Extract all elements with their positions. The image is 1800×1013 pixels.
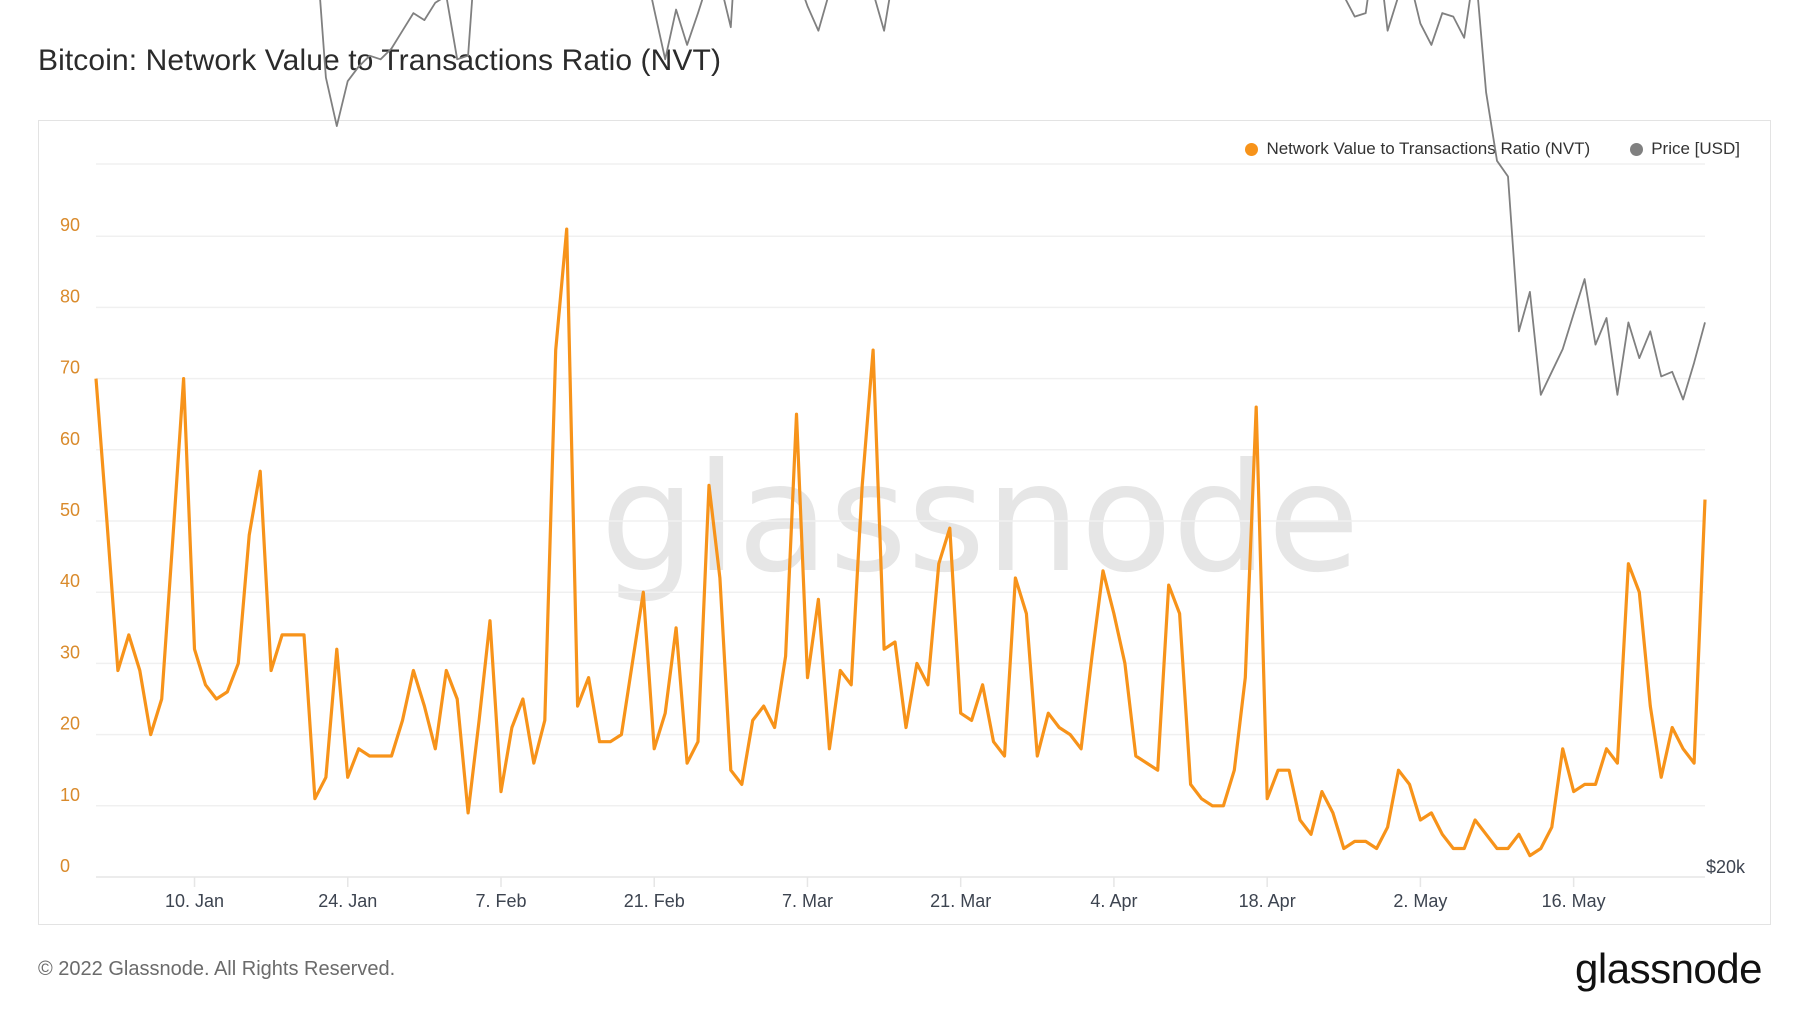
y-tick-label: 10 bbox=[60, 785, 80, 805]
chart-container: Network Value to Transactions Ratio (NVT… bbox=[38, 120, 1771, 925]
x-tick-label: 16. May bbox=[1542, 891, 1606, 911]
x-tick-label: 21. Mar bbox=[930, 891, 991, 911]
glassnode-logo: glassnode bbox=[1575, 945, 1762, 992]
y-tick-label: 30 bbox=[60, 642, 80, 662]
right-axis-label: $20k bbox=[1706, 857, 1746, 877]
y-tick-label: 20 bbox=[60, 714, 80, 734]
legend-item-nvt[interactable]: Network Value to Transactions Ratio (NVT… bbox=[1245, 139, 1590, 159]
x-tick-label: 21. Feb bbox=[624, 891, 685, 911]
y-tick-label: 70 bbox=[60, 358, 80, 378]
x-tick-label: 10. Jan bbox=[165, 891, 224, 911]
legend-item-price[interactable]: Price [USD] bbox=[1630, 139, 1740, 159]
x-tick-label: 2. May bbox=[1393, 891, 1447, 911]
y-tick-label: 0 bbox=[60, 856, 70, 876]
y-tick-label: 60 bbox=[60, 429, 80, 449]
legend-dot-icon bbox=[1630, 142, 1644, 156]
chart-legend: Network Value to Transactions Ratio (NVT… bbox=[1245, 139, 1740, 159]
x-tick-label: 18. Apr bbox=[1239, 891, 1296, 911]
y-tick-label: 40 bbox=[60, 571, 80, 591]
x-tick-label: 7. Mar bbox=[782, 891, 833, 911]
grid-lines bbox=[96, 163, 1705, 878]
y-tick-label: 90 bbox=[60, 215, 80, 235]
x-tick-label: 7. Feb bbox=[475, 891, 526, 911]
price-line bbox=[319, 0, 1706, 401]
y-axis-left: 0 10 20 30 40 50 60 70 80 90 bbox=[60, 215, 80, 876]
nvt-line bbox=[94, 227, 1707, 858]
legend-dot-icon bbox=[1245, 142, 1259, 156]
watermark-text: glassnode bbox=[600, 432, 1359, 606]
x-axis: 10. Jan 24. Jan 7. Feb 21. Feb 7. Mar 21. Mar… bbox=[165, 877, 1606, 911]
legend-label-price: Price [USD] bbox=[1651, 139, 1740, 158]
watermark: glassnode bbox=[600, 432, 1359, 606]
x-tick-label: 24. Jan bbox=[318, 891, 377, 911]
copyright-text: © 2022 Glassnode. All Rights Reserved. bbox=[38, 958, 396, 980]
y-tick-label: 80 bbox=[60, 286, 80, 306]
legend-label-nvt: Network Value to Transactions Ratio (NVT… bbox=[1266, 139, 1591, 158]
page-title: Bitcoin: Network Value to Transactions R… bbox=[38, 44, 722, 77]
x-tick-label: 4. Apr bbox=[1090, 891, 1137, 911]
y-tick-label: 50 bbox=[60, 500, 80, 520]
